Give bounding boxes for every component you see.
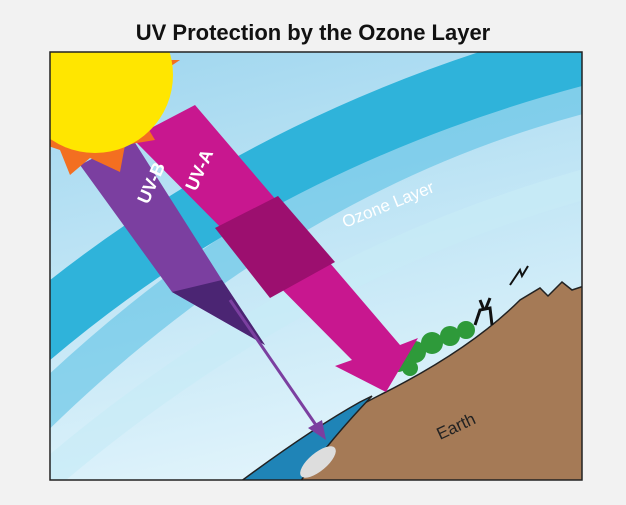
diagram: UV Protection by the Ozone Layer UV-B UV… xyxy=(0,0,626,505)
scene xyxy=(17,0,626,500)
title: UV Protection by the Ozone Layer xyxy=(136,20,491,45)
